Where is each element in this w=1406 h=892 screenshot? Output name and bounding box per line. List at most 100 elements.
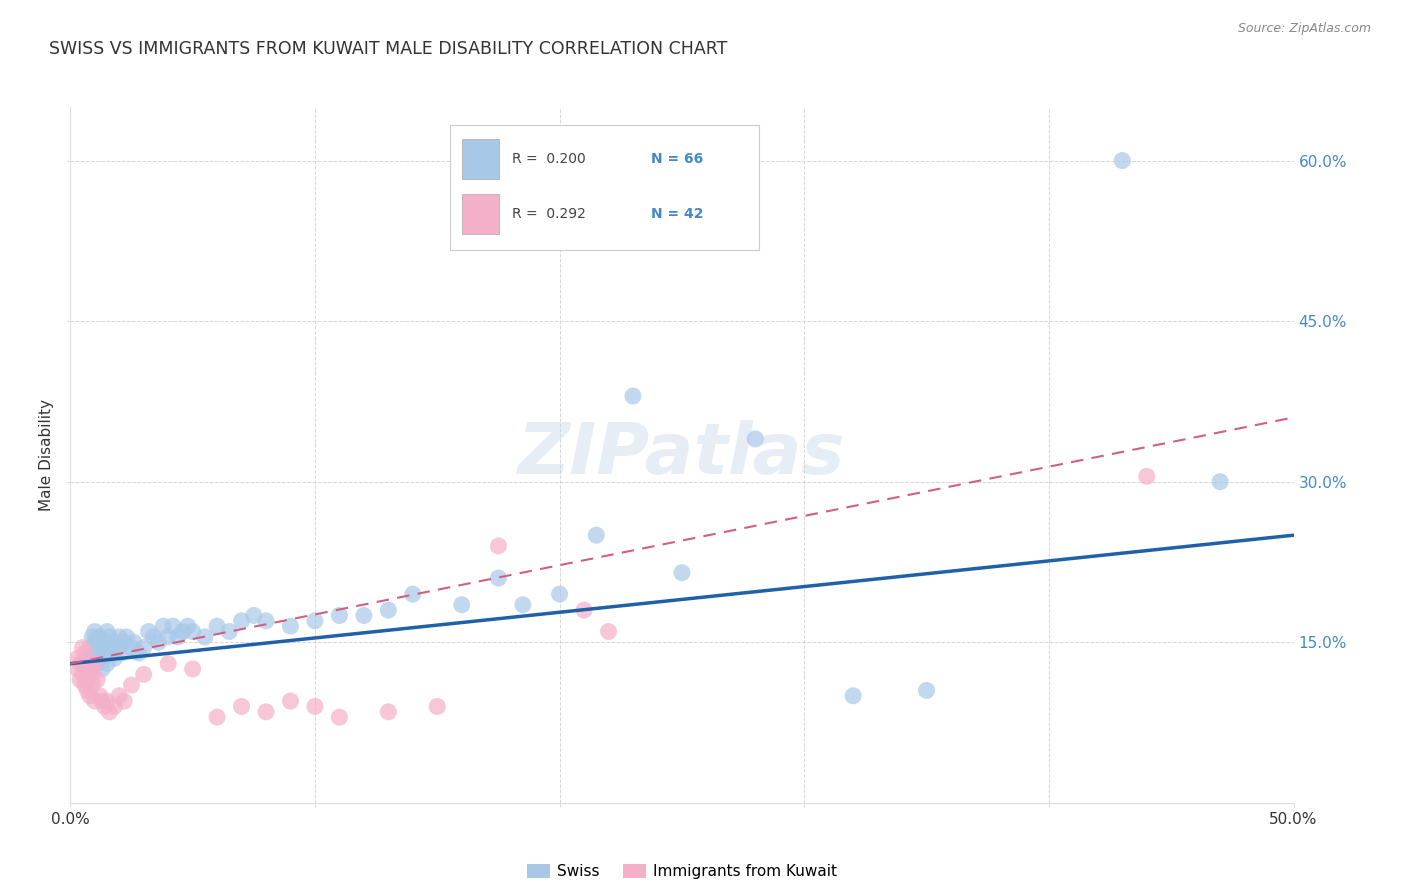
Point: [132, 667, 155, 681]
Point: [243, 608, 266, 623]
Point: [1136, 469, 1159, 483]
Point: [112, 694, 135, 708]
Point: [621, 389, 644, 403]
Point: [96, 624, 118, 639]
Point: [328, 608, 350, 623]
Point: [93, 646, 115, 660]
Point: [96, 694, 118, 708]
Point: [1209, 475, 1232, 489]
Point: [377, 705, 399, 719]
Point: [103, 699, 125, 714]
Text: R =  0.292: R = 0.292: [512, 207, 586, 220]
Y-axis label: Male Disability: Male Disability: [39, 399, 55, 511]
Point: [72, 667, 94, 681]
Point: [83, 624, 105, 639]
Point: [72, 640, 94, 655]
Point: [148, 635, 170, 649]
Point: [744, 432, 766, 446]
Point: [79, 689, 101, 703]
Point: [280, 694, 302, 708]
Point: [108, 630, 131, 644]
Point: [73, 646, 96, 660]
Point: [91, 694, 114, 708]
Point: [231, 614, 253, 628]
Point: [915, 683, 938, 698]
Point: [121, 640, 143, 655]
Point: [89, 630, 111, 644]
Point: [105, 640, 128, 655]
Point: [66, 662, 89, 676]
Point: [450, 598, 472, 612]
Point: [69, 657, 91, 671]
Point: [426, 699, 449, 714]
Point: [76, 673, 98, 687]
Point: [66, 651, 89, 665]
Point: [73, 678, 96, 692]
FancyBboxPatch shape: [463, 194, 499, 234]
Point: [181, 662, 204, 676]
Point: [572, 603, 595, 617]
Point: [181, 624, 204, 639]
Point: [79, 662, 101, 676]
Point: [103, 635, 125, 649]
Point: [93, 635, 115, 649]
Point: [132, 640, 155, 655]
Text: Source: ZipAtlas.com: Source: ZipAtlas.com: [1237, 22, 1371, 36]
Point: [112, 635, 135, 649]
Point: [103, 651, 125, 665]
Point: [96, 657, 118, 671]
Legend: Swiss, Immigrants from Kuwait: Swiss, Immigrants from Kuwait: [520, 858, 844, 886]
Point: [122, 635, 145, 649]
Point: [138, 624, 160, 639]
Point: [157, 630, 180, 644]
Point: [402, 587, 425, 601]
Text: ZIPatlas: ZIPatlas: [519, 420, 845, 490]
Point: [121, 678, 143, 692]
Point: [89, 689, 111, 703]
Point: [83, 657, 105, 671]
Point: [82, 651, 104, 665]
Point: [671, 566, 693, 580]
Point: [108, 689, 131, 703]
Point: [512, 598, 534, 612]
Point: [1111, 153, 1133, 168]
Point: [98, 705, 121, 719]
Point: [83, 694, 105, 708]
Point: [76, 683, 98, 698]
Point: [82, 678, 104, 692]
Point: [142, 630, 165, 644]
Point: [86, 673, 108, 687]
Point: [82, 667, 104, 681]
Point: [167, 630, 190, 644]
Point: [91, 662, 114, 676]
Point: [91, 640, 114, 655]
Text: SWISS VS IMMIGRANTS FROM KUWAIT MALE DISABILITY CORRELATION CHART: SWISS VS IMMIGRANTS FROM KUWAIT MALE DIS…: [49, 40, 727, 58]
Point: [128, 646, 150, 660]
Point: [205, 619, 228, 633]
Text: N = 66: N = 66: [651, 152, 703, 166]
Point: [377, 603, 399, 617]
Point: [842, 689, 865, 703]
Point: [101, 646, 124, 660]
Point: [86, 640, 108, 655]
Point: [157, 657, 180, 671]
Point: [89, 651, 111, 665]
Point: [488, 539, 510, 553]
Point: [162, 619, 184, 633]
Text: R =  0.200: R = 0.200: [512, 152, 585, 166]
Point: [280, 619, 302, 633]
Point: [69, 673, 91, 687]
Point: [83, 646, 105, 660]
Text: N = 42: N = 42: [651, 207, 703, 220]
Point: [205, 710, 228, 724]
Point: [254, 705, 277, 719]
FancyBboxPatch shape: [463, 138, 499, 178]
Point: [548, 587, 571, 601]
Point: [231, 699, 253, 714]
Point: [304, 614, 326, 628]
Point: [353, 608, 375, 623]
Point: [254, 614, 277, 628]
Point: [194, 630, 217, 644]
Point: [79, 640, 101, 655]
Point: [82, 630, 104, 644]
